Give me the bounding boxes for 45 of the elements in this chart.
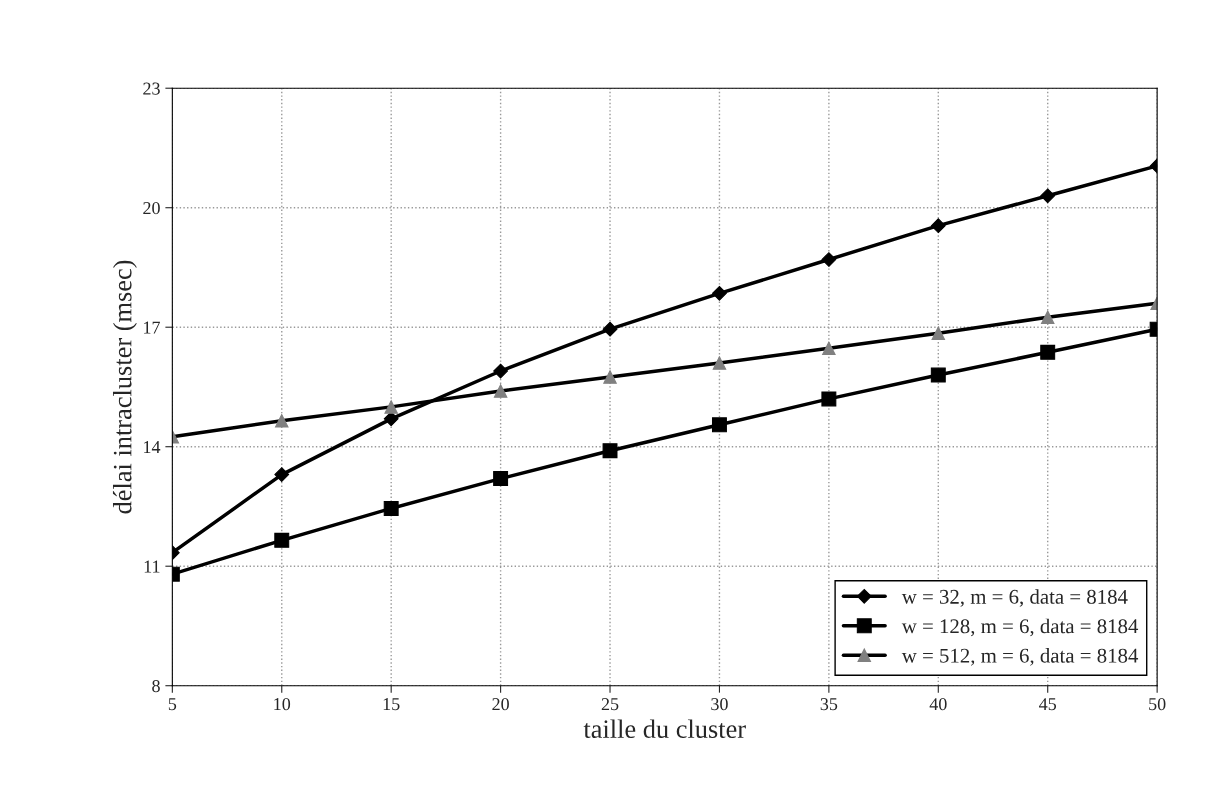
point [493,363,508,379]
point [493,471,509,487]
point [711,417,727,433]
point [1040,344,1056,360]
x-tick-label: 20 [492,698,509,711]
x-tick-label: 15 [383,698,400,711]
y-tick-label: 8 [152,679,160,693]
x-tick-label: 45 [1039,698,1057,711]
x-tick-label: 50 [1149,698,1166,711]
x-axis-title: taille du cluster [583,719,746,739]
y-tick-label: 20 [143,201,160,215]
point [602,321,618,337]
y-tick-label: 23 [143,82,160,95]
point [712,356,727,370]
point [493,384,508,398]
point [1040,310,1055,325]
x-tick-label: 5 [168,698,177,711]
point [274,532,290,548]
y-tick-label: 14 [144,441,161,453]
point [383,500,399,516]
legend-label: w = 128, m = 6, data = 8184 [901,618,1139,637]
point [930,367,946,383]
point [822,341,836,356]
legend-label: w = 512, m = 6, data = 8184 [901,648,1139,666]
point [1040,188,1056,204]
x-tick-label: 35 [820,698,838,711]
x-tick-label: 25 [601,698,619,711]
y-tick-label: 11 [144,560,160,573]
point [383,411,399,427]
point [930,218,946,234]
point [821,391,837,407]
point [821,252,837,267]
y-axis-title: délai intracluster (msec) [112,260,137,514]
legend-label: w = 32, m = 6, data = 8184 [901,589,1128,607]
point [602,443,618,459]
x-tick-label: 30 [711,698,728,711]
point [712,285,727,301]
point [274,467,290,482]
point [603,370,617,384]
x-tick-label: 40 [929,698,947,711]
y-tick-label: 17 [144,321,161,334]
point [384,400,398,414]
x-tick-label: 10 [274,698,291,711]
point [931,326,946,340]
point [274,414,289,428]
